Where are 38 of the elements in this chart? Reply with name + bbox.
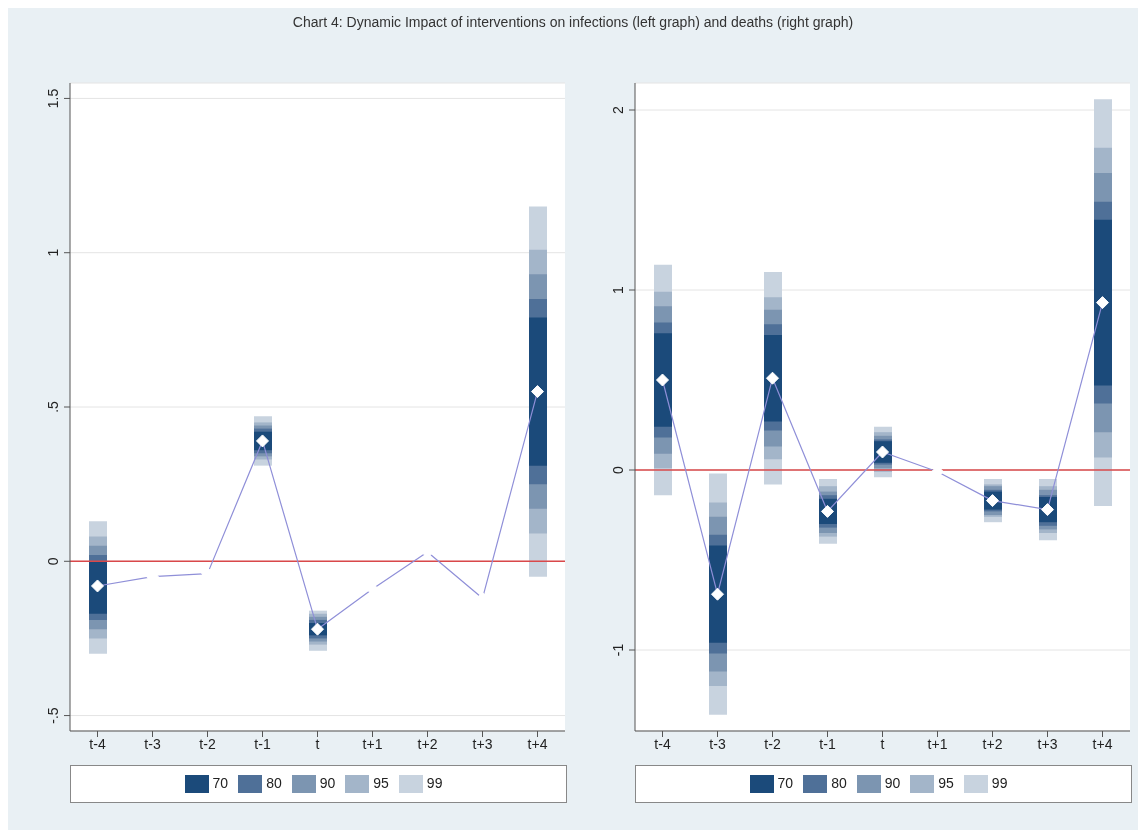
y-tick-label: -1 <box>610 643 626 657</box>
x-tick-label: t <box>315 735 320 752</box>
y-tick-label: 1 <box>45 248 61 257</box>
x-tick-label: t-3 <box>709 735 726 752</box>
x-tick-label: t+2 <box>982 735 1003 752</box>
legend-label: 70 <box>777 774 794 791</box>
x-tick-label: t+4 <box>527 735 548 752</box>
chart-title: Chart 4: Dynamic Impact of interventions on infections (left graph) and deaths (right graph) <box>291 14 855 30</box>
x-tick-label: t+2 <box>417 735 438 752</box>
legend-label: 90 <box>319 774 336 791</box>
y-tick-label: 2 <box>610 105 626 114</box>
x-tick-label: t+3 <box>472 735 493 752</box>
x-tick-label: t+3 <box>1037 735 1058 752</box>
x-tick-label: t-3 <box>144 735 161 752</box>
x-tick-label: t-2 <box>199 735 216 752</box>
y-tick-label: 0 <box>610 465 626 474</box>
x-tick-label: t-4 <box>654 735 671 752</box>
legend-label: 80 <box>831 774 847 791</box>
x-tick-label: t+1 <box>362 735 383 752</box>
legend-label: 80 <box>266 774 282 791</box>
y-tick-label: 0 <box>45 557 61 566</box>
x-tick-label: t-1 <box>254 735 271 752</box>
y-tick-label: .5 <box>45 400 61 413</box>
y-tick-label: 1 <box>610 285 626 294</box>
x-tick-label: t+4 <box>1092 735 1113 752</box>
x-tick-label: t-1 <box>819 735 836 752</box>
y-tick-label: 1.5 <box>45 88 61 109</box>
legend-label: 95 <box>938 774 954 791</box>
legend-label: 70 <box>212 774 229 791</box>
x-tick-label: t-4 <box>89 735 106 752</box>
x-tick-label: t-2 <box>764 735 781 752</box>
legend-label: 90 <box>884 774 901 791</box>
x-tick-label: t <box>880 735 885 752</box>
x-tick-label: t+1 <box>927 735 948 752</box>
legend-label: 99 <box>991 774 1008 791</box>
legend-label: 99 <box>426 774 443 791</box>
legend-label: 95 <box>373 774 389 791</box>
y-tick-label: -.5 <box>45 707 61 724</box>
